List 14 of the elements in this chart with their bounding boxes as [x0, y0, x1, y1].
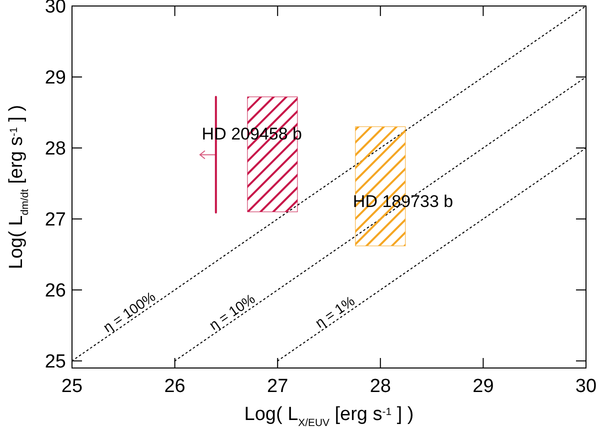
y-tick-label: 29	[44, 68, 66, 89]
x-tick-label: 29	[472, 376, 494, 397]
x-tick-label: 26	[164, 376, 186, 397]
y-tick-label: 27	[44, 210, 66, 231]
x-axis-title: Log( L$_{X/EUV}$ [erg s$^{-1}$] )	[244, 404, 414, 428]
x-tick-label: 27	[267, 376, 288, 397]
x-tick-label: 28	[370, 376, 391, 397]
text: η = 1%	[312, 292, 358, 331]
x-tick-label: 30	[575, 376, 597, 397]
y-tick-label: 25	[44, 352, 66, 373]
y-tick-label: 28	[44, 138, 66, 160]
y-tick-label: 26	[44, 280, 66, 302]
text: η = 10%	[206, 290, 258, 333]
x-tick-label: 25	[61, 376, 83, 397]
